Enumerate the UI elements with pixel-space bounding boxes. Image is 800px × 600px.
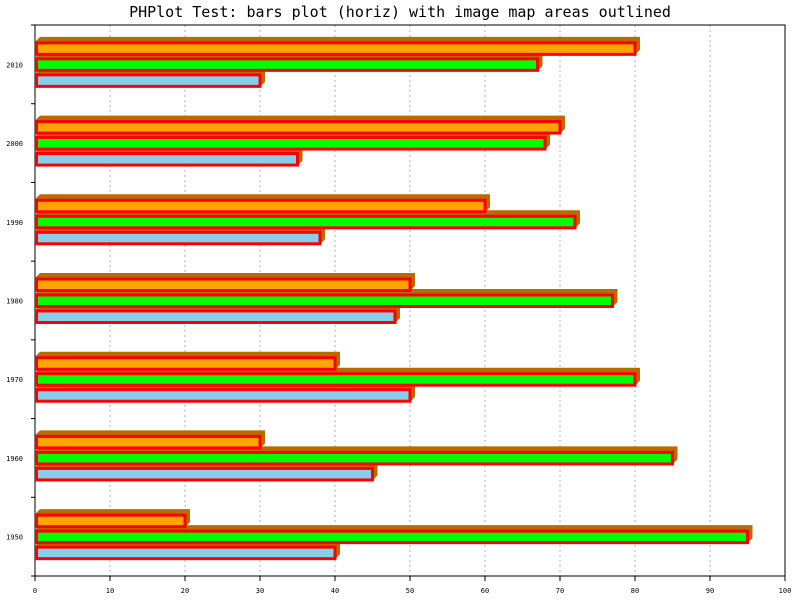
- bar-image-map-outline[interactable]: [35, 309, 397, 324]
- x-tick-label: 80: [631, 587, 639, 595]
- bar-image-map-outline[interactable]: [35, 136, 547, 151]
- y-tick-label: 1980: [6, 298, 23, 306]
- x-tick-label: 90: [706, 587, 714, 595]
- bar-image-map-outline[interactable]: [35, 545, 337, 561]
- bar-image-map-outline[interactable]: [35, 277, 412, 292]
- bar-image-map-outline[interactable]: [35, 434, 262, 450]
- x-tick-label: 70: [556, 587, 564, 595]
- y-tick-label: 2010: [6, 61, 23, 69]
- x-tick-label: 10: [106, 587, 114, 595]
- bar-image-map-outline[interactable]: [35, 450, 674, 466]
- x-tick-label: 20: [181, 587, 189, 595]
- bar-image-map-outline[interactable]: [35, 230, 322, 246]
- bar-image-map-outline[interactable]: [35, 388, 412, 403]
- y-tick-label: 2000: [6, 140, 23, 148]
- x-tick-label: 40: [331, 587, 339, 595]
- bar-image-map-outline[interactable]: [35, 356, 337, 371]
- x-tick-label: 60: [481, 587, 489, 595]
- x-tick-label: 50: [406, 587, 414, 595]
- bar-image-map-outline[interactable]: [35, 152, 299, 167]
- bar-image-map-outline[interactable]: [35, 372, 637, 387]
- y-tick-label: 1960: [6, 455, 23, 463]
- x-tick-label: 0: [33, 587, 37, 595]
- bar-image-map-outline[interactable]: [35, 41, 637, 56]
- x-tick-label: 30: [256, 587, 264, 595]
- bar-image-map-outline[interactable]: [35, 214, 577, 230]
- bar-image-map-outline[interactable]: [35, 293, 614, 308]
- x-tick-label: 100: [779, 587, 792, 595]
- bar-shade: [35, 52, 543, 71]
- bar-image-map-outline[interactable]: [35, 120, 562, 135]
- bar-image-map-outline[interactable]: [35, 198, 487, 214]
- y-tick-label: 1970: [6, 376, 23, 384]
- bar-image-map-outline[interactable]: [35, 73, 262, 88]
- chart-title: PHPlot Test: bars plot (horiz) with imag…: [129, 3, 671, 21]
- y-tick-label: 1950: [6, 534, 23, 542]
- bar-image-map-outline[interactable]: [35, 529, 749, 545]
- bar-image-map-outline[interactable]: [35, 466, 374, 482]
- y-tick-label: 1990: [6, 219, 23, 227]
- bar-image-map-outline[interactable]: [35, 57, 539, 72]
- bar-image-map-outline[interactable]: [35, 513, 187, 529]
